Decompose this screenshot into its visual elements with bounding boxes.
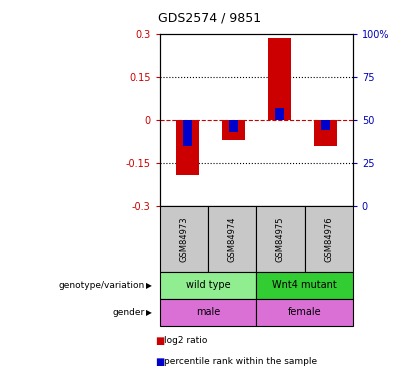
Bar [314,120,337,146]
Text: GSM84974: GSM84974 [228,216,236,262]
Text: GSM84976: GSM84976 [324,216,333,262]
Bar [275,108,284,120]
Text: Wnt4 mutant: Wnt4 mutant [272,280,337,290]
Bar [228,120,238,132]
Text: ▶: ▶ [146,308,152,317]
Bar [268,38,291,120]
Text: female: female [288,308,321,317]
Text: ▶: ▶ [146,281,152,290]
Text: percentile rank within the sample: percentile rank within the sample [164,357,317,366]
Text: genotype/variation: genotype/variation [59,281,145,290]
Bar [183,120,192,146]
Text: GSM84975: GSM84975 [276,216,285,262]
Text: ■: ■ [155,357,165,366]
Text: ■: ■ [155,336,165,346]
Bar [320,120,330,130]
Text: GDS2574 / 9851: GDS2574 / 9851 [158,11,262,24]
Text: GSM84973: GSM84973 [179,216,188,262]
Bar [222,120,245,140]
Text: male: male [196,308,220,317]
Bar [176,120,199,175]
Text: gender: gender [113,308,145,317]
Text: wild type: wild type [186,280,230,290]
Text: log2 ratio: log2 ratio [164,336,207,345]
